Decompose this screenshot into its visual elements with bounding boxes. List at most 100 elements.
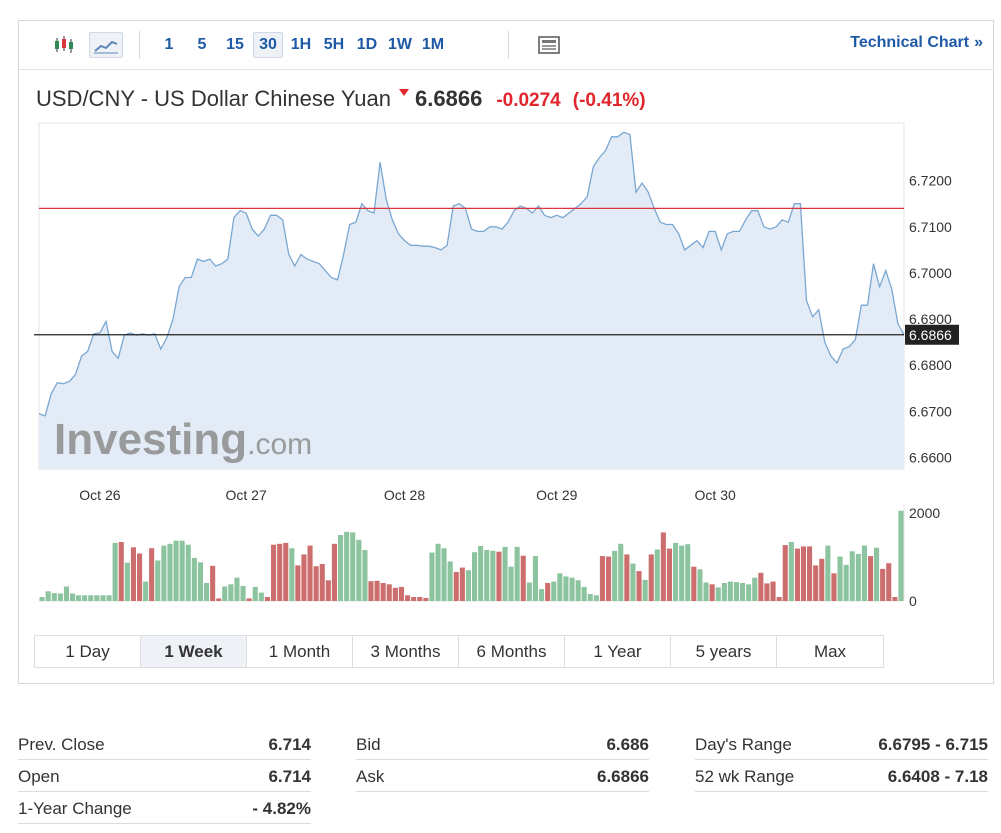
- interval-30-button[interactable]: 30: [253, 32, 283, 58]
- volume-bar: [246, 598, 252, 601]
- volume-bar: [880, 568, 886, 601]
- stat-label: Bid: [356, 734, 381, 754]
- volume-bar: [179, 540, 185, 601]
- volume-bar: [313, 566, 319, 601]
- interval-1h-button[interactable]: 1H: [290, 36, 312, 53]
- volume-bar: [758, 572, 764, 601]
- interval-1w-button[interactable]: 1W: [388, 36, 412, 53]
- range-3-months-button[interactable]: 3 Months: [353, 636, 459, 667]
- volume-bar: [843, 564, 849, 601]
- volume-bar: [898, 510, 904, 601]
- x-tick-label: Oct 30: [695, 487, 736, 503]
- volume-bar: [831, 573, 837, 601]
- volume-bar: [526, 582, 532, 601]
- price-chart[interactable]: Investing.com6.72006.71006.70006.69006.6…: [19, 121, 993, 616]
- volume-bar: [727, 581, 733, 601]
- stat-label: 1-Year Change: [18, 798, 132, 818]
- interval-1m-button[interactable]: 1M: [421, 36, 445, 53]
- volume-bar: [271, 544, 277, 601]
- volume-bar: [691, 566, 697, 601]
- volume-bar: [587, 594, 593, 601]
- interval-1d-button[interactable]: 1D: [356, 36, 378, 53]
- range-1-day-button[interactable]: 1 Day: [35, 636, 141, 667]
- stats-column: Prev. Close 6.714 Open 6.714 1-Year Change - …: [18, 728, 311, 824]
- volume-bar: [825, 545, 831, 601]
- current-price-label: 6.6866: [909, 327, 952, 343]
- volume-bar: [100, 595, 106, 601]
- volume-bar: [459, 567, 465, 601]
- volume-bar: [581, 586, 587, 601]
- logo-main: Investing: [54, 415, 247, 464]
- volume-bar: [76, 595, 82, 601]
- stat-row: Day's Range 6.6795 - 6.715: [695, 728, 988, 760]
- volume-bar: [642, 579, 648, 601]
- volume-bar: [155, 560, 161, 601]
- logo-suffix: .com: [247, 428, 312, 461]
- volume-bar: [782, 545, 788, 601]
- volume-bar: [380, 583, 386, 601]
- interval-1-button[interactable]: 1: [164, 36, 174, 53]
- y-tick-label: 6.6800: [909, 357, 952, 373]
- range-6-months-button[interactable]: 6 Months: [459, 636, 565, 667]
- volume-bar: [319, 564, 325, 601]
- volume-bar: [861, 545, 867, 601]
- technical-chart-link[interactable]: Technical Chart»: [850, 34, 983, 52]
- volume-bar: [368, 581, 374, 601]
- volume-bar: [362, 550, 368, 601]
- volume-bar: [94, 595, 100, 601]
- x-tick-label: Oct 27: [225, 487, 266, 503]
- interval-selector: 1 5 15 30 1H 5H 1D 1W 1M: [154, 32, 448, 58]
- volume-bar: [502, 546, 508, 601]
- range-1-year-button[interactable]: 1 Year: [565, 636, 671, 667]
- volume-bar: [770, 581, 776, 601]
- range-5-years-button[interactable]: 5 years: [671, 636, 777, 667]
- range-1-week-button[interactable]: 1 Week: [141, 636, 247, 667]
- volume-bar: [764, 583, 770, 601]
- volume-bar: [551, 581, 557, 601]
- chart-toolbar: 1 5 15 30 1H 5H 1D 1W 1M Technical Chart»: [19, 21, 993, 70]
- volume-bar: [874, 547, 880, 601]
- volume-bar: [185, 544, 191, 601]
- interval-5h-button[interactable]: 5H: [323, 36, 345, 53]
- range-max-button[interactable]: Max: [813, 641, 847, 661]
- y-tick-label: 6.6600: [909, 449, 952, 465]
- stat-value: 6.714: [268, 734, 311, 754]
- volume-bar: [654, 549, 660, 601]
- volume-bar: [264, 597, 270, 601]
- volume-bar: [648, 554, 654, 601]
- volume-bar: [429, 552, 435, 601]
- volume-bar: [124, 562, 130, 601]
- volume-bar: [685, 544, 691, 601]
- volume-bar: [137, 553, 143, 601]
- price-area: [39, 132, 904, 469]
- volume-bar: [532, 556, 538, 601]
- volume-bar: [593, 595, 599, 601]
- range-1-month-button[interactable]: 1 Month: [247, 636, 353, 667]
- area-chart-icon[interactable]: [89, 32, 123, 58]
- y-tick-label: 6.6700: [909, 403, 952, 419]
- volume-bar: [715, 587, 721, 601]
- stat-row: Ask 6.6866: [356, 760, 649, 792]
- volume-bar: [70, 593, 76, 601]
- x-tick-label: Oct 26: [79, 487, 120, 503]
- volume-bar: [849, 551, 855, 601]
- candlestick-icon[interactable]: [49, 32, 79, 58]
- news-icon[interactable]: [534, 32, 564, 58]
- volume-bar: [118, 542, 124, 601]
- volume-bar: [807, 546, 813, 601]
- volume-bar: [173, 540, 179, 601]
- volume-bar: [618, 543, 624, 601]
- interval-5-button[interactable]: 5: [197, 36, 207, 53]
- volume-bar: [344, 531, 350, 601]
- volume-bar: [496, 551, 502, 601]
- volume-bar: [88, 595, 94, 601]
- x-tick-label: Oct 28: [384, 487, 425, 503]
- volume-bar: [222, 586, 228, 601]
- volume-bar: [819, 558, 825, 601]
- chart-widget: 1 5 15 30 1H 5H 1D 1W 1M Technical Chart» USD/CN…: [18, 20, 994, 684]
- volume-bar: [886, 563, 892, 601]
- volume-bar: [325, 580, 331, 601]
- volume-bar: [788, 542, 794, 601]
- interval-15-button[interactable]: 15: [226, 36, 244, 53]
- volume-bar: [892, 597, 898, 601]
